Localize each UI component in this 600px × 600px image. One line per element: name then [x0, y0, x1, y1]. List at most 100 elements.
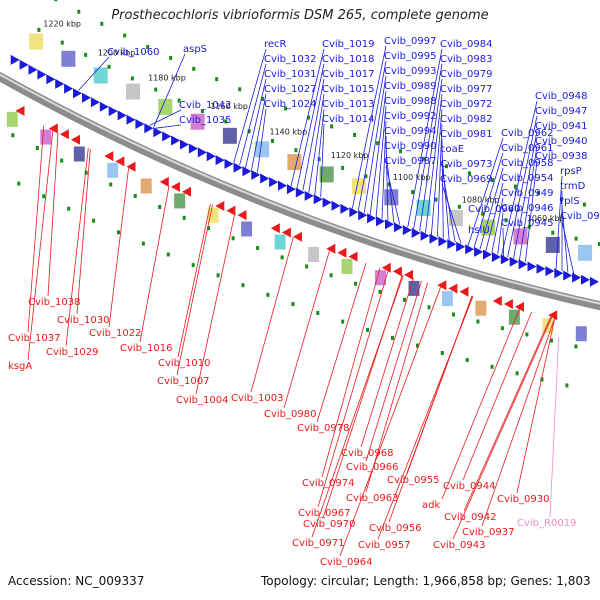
tick-dot-inner — [109, 182, 113, 187]
reverse-gene-leader — [108, 167, 130, 328]
tick-dot-inner — [549, 338, 553, 343]
forward-gene-leader — [363, 75, 387, 213]
tick-dot-mid — [551, 230, 555, 235]
forward-gene-arrow — [10, 54, 20, 65]
tick-dot-inner — [158, 205, 162, 209]
forward-gene-leader — [385, 165, 401, 225]
tick-dot-mid — [598, 242, 600, 247]
tick-dot-outer — [307, 115, 311, 120]
feature-block — [93, 67, 108, 84]
tick-dot-lower — [42, 194, 46, 199]
forward-gene-leader — [431, 108, 443, 235]
reverse-gene-label: Cvib_0943 — [433, 540, 485, 551]
reverse-gene-label: Cvib_0944 — [443, 481, 495, 492]
tick-dot-outer — [513, 184, 517, 189]
forward-gene-arrow — [260, 173, 270, 184]
tick-dot-inner — [133, 194, 137, 198]
feature-block — [578, 244, 593, 261]
kbp-label: 1100 kbp — [393, 173, 431, 182]
feature-block — [73, 146, 85, 162]
tick-dot-inner — [305, 264, 309, 269]
reverse-gene-arrow — [348, 251, 358, 262]
topology-label: Topology: circular; Length: 1,966,858 bp… — [261, 574, 591, 588]
reverse-gene-label: Cvib_0978 — [297, 423, 349, 434]
reverse-gene-arrow — [448, 283, 458, 294]
forward-gene-label: hslU — [468, 225, 490, 236]
reverse-gene-leader — [195, 214, 236, 395]
feature-block — [140, 178, 152, 194]
tick-dot-mid — [364, 174, 368, 179]
forward-gene-arrow — [429, 233, 439, 244]
tick-dot-mid — [434, 197, 438, 202]
forward-gene-arrow — [304, 190, 314, 201]
forward-gene-arrow — [73, 88, 82, 99]
forward-gene-arrow — [331, 200, 341, 211]
reverse-gene-label: Cvib_0937 — [462, 527, 514, 538]
tick-dot-mid — [130, 76, 134, 81]
forward-gene-arrow — [340, 203, 350, 214]
forward-gene-arrow — [411, 228, 421, 238]
tick-dot-lower — [540, 377, 544, 382]
feature-block — [274, 234, 286, 250]
forward-gene-label: Cvib_1060 — [107, 47, 159, 58]
tick-dot-inner — [354, 281, 357, 286]
reverse-gene-label: Cvib_1037 — [8, 333, 60, 344]
tick-dot-outer — [192, 66, 196, 71]
forward-gene-label: Cvib_0997 — [384, 36, 436, 47]
forward-gene-label: rplS — [560, 196, 580, 207]
forward-gene-arrow — [545, 266, 555, 277]
reverse-gene-arrow — [293, 231, 302, 242]
reverse-gene-arrow — [59, 129, 69, 140]
feature-block — [61, 50, 76, 67]
forward-gene-arrow — [313, 194, 323, 205]
tick-dot-outer — [169, 56, 173, 60]
forward-gene-arrow — [518, 259, 528, 270]
forward-gene-arrow — [367, 213, 377, 224]
tick-dot-outer — [582, 202, 586, 207]
tick-dot-mid — [271, 138, 274, 143]
tick-dot-lower — [166, 252, 170, 257]
reverse-gene-label: Cvib_1038 — [28, 297, 80, 308]
forward-gene-arrow — [162, 131, 172, 142]
feature-block — [575, 326, 587, 342]
forward-gene-leader — [233, 48, 267, 163]
tick-dot-mid — [574, 236, 578, 241]
forward-gene-label: Cvib_1015 — [322, 84, 374, 95]
forward-gene-label: Cvib_0960 — [468, 204, 520, 215]
reverse-gene-label: Cvib_0966 — [346, 462, 398, 473]
tick-dot-inner — [231, 236, 235, 241]
forward-gene-label: Cvib_0940 — [535, 136, 587, 147]
reverse-gene-label: Cvib_0942 — [444, 512, 496, 523]
forward-gene-label: Cvib_0987 — [384, 156, 436, 167]
forward-gene-label: Cvib_0972 — [440, 99, 492, 110]
tick-dot-inner — [403, 297, 406, 302]
forward-gene-label: Cvib_0990 — [384, 141, 436, 152]
feature-block — [6, 111, 18, 127]
forward-gene-leader — [369, 90, 387, 215]
forward-gene-arrow — [108, 106, 118, 117]
forward-gene-label: Cvib_0949 — [501, 188, 553, 199]
forward-gene-arrow — [278, 180, 287, 191]
feature-block — [475, 300, 487, 316]
forward-gene-arrow — [474, 246, 484, 257]
forward-gene-label: Cvib_0989 — [384, 81, 436, 92]
forward-gene-arrow — [28, 64, 38, 75]
reverse-gene-label: Cvib_0980 — [264, 409, 316, 420]
forward-gene-arrow — [527, 261, 537, 272]
reverse-gene-leader — [365, 282, 428, 493]
forward-gene-arrow — [269, 177, 279, 188]
forward-gene-arrow — [117, 110, 127, 121]
reverse-gene-leader — [317, 270, 389, 508]
forward-gene-label: coaE — [440, 144, 464, 155]
forward-gene-label: Cvib_0981 — [440, 129, 492, 140]
forward-gene-label: Cvib_1019 — [322, 39, 374, 50]
reverse-gene-label: Cvib_1010 — [158, 358, 210, 369]
forward-gene-label: Cvib_0982 — [440, 114, 492, 125]
reverse-gene-label: Cvib_0964 — [320, 557, 372, 568]
genome-title: Prosthecochloris vibrioformis DSM 265, c… — [111, 8, 489, 23]
reverse-gene-label: Cvib_0955 — [387, 475, 439, 486]
tick-dot-outer — [376, 141, 380, 146]
forward-gene-label: recR — [264, 39, 287, 50]
forward-gene-leader — [153, 53, 186, 128]
